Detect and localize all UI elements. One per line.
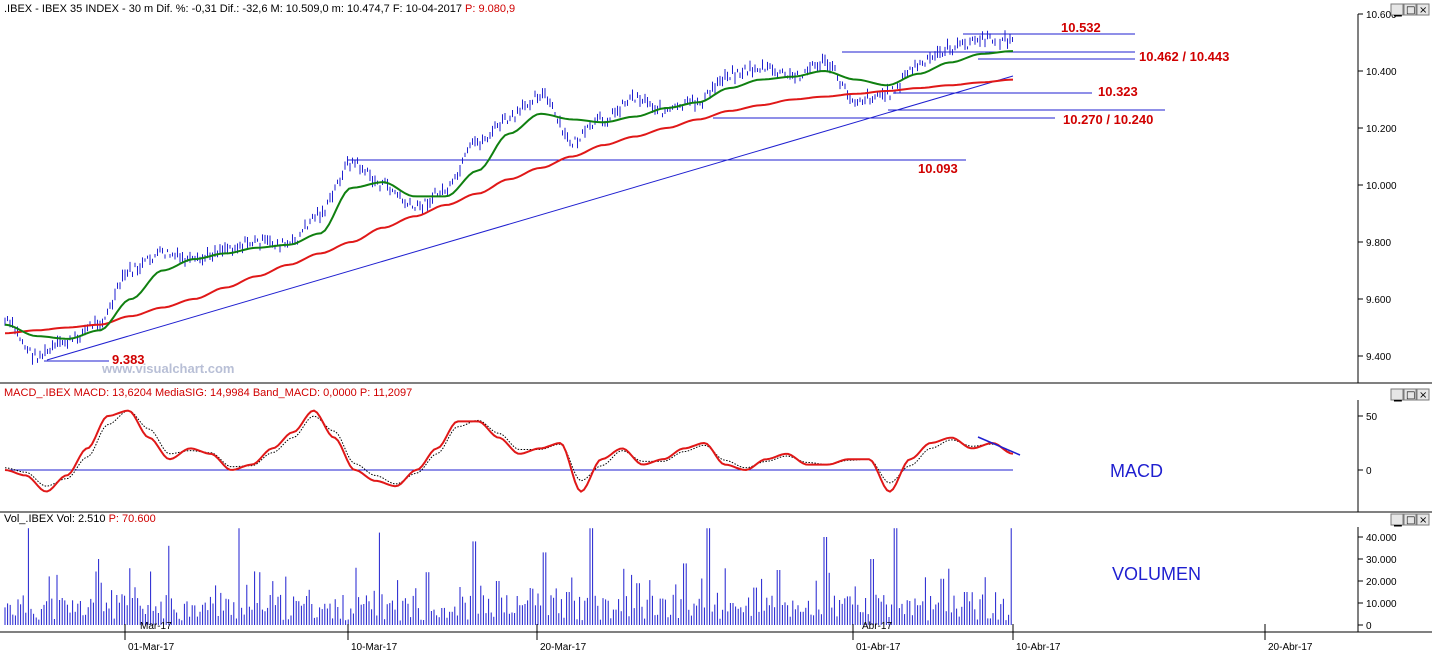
volume-y-tick-label: 20.000 (1366, 577, 1397, 588)
x-tick-label: 10-Mar-17 (351, 642, 398, 652)
maximize-button[interactable]: □ (1403, 388, 1417, 401)
macd-plot (4, 409, 1021, 493)
price-y-tick-label: 10.200 (1366, 124, 1397, 135)
macd-y-axis: 50 0 (1358, 412, 1378, 477)
x-overlay-label: Abr-17 (862, 621, 892, 632)
watermark: www.visualchart.com (101, 361, 234, 376)
price-y-axis: 10.600 10.400 10.200 10.000 9.800 9.600 9.400 (1358, 10, 1397, 363)
close-button[interactable]: × (1416, 3, 1430, 16)
volume-y-tick-label: 0 (1366, 621, 1372, 632)
macd-divergence-line (977, 436, 1021, 456)
price-y-tick-label: 9.600 (1366, 295, 1391, 306)
svg-text:▁: ▁ (1393, 516, 1402, 527)
price-header: .IBEX - IBEX 35 INDEX - 30 m Dif. %: -0,… (4, 3, 515, 15)
minimize-button[interactable]: ▁ (1390, 388, 1404, 402)
support-resistance-lines (44, 33, 1165, 362)
volume-y-axis: 40.000 30.000 20.000 10.000 0 (1358, 533, 1397, 632)
maximize-button[interactable]: □ (1403, 513, 1417, 526)
volume-label: VOLUMEN (1112, 564, 1201, 584)
volume-plot (4, 528, 1012, 625)
macd-signal-line (4, 410, 1014, 487)
level-label-9383: 9.383 (112, 352, 145, 367)
svg-text:▁: ▁ (1393, 391, 1402, 402)
trend-line (46, 75, 1014, 361)
macd-y-tick-label: 0 (1366, 466, 1372, 477)
x-tick-label: 20-Mar-17 (540, 642, 587, 652)
macd-panel-buttons: ▁ □ × (1390, 388, 1430, 402)
macd-header: MACD_.IBEX MACD: 13,6204 MediaSIG: 14,99… (4, 387, 412, 399)
volume-header: Vol_.IBEX Vol: 2.510 P: 70.600 (4, 513, 156, 525)
volume-y-tick-label: 30.000 (1366, 555, 1397, 566)
moving-average-fast (4, 50, 1014, 340)
x-tick-label: 01-Mar-17 (128, 642, 175, 652)
svg-text:□: □ (1406, 390, 1415, 401)
x-tick-label: 20-Abr-17 (1268, 642, 1313, 652)
macd-panel: 50 0 (0, 400, 1432, 513)
price-y-tick-label: 9.800 (1366, 238, 1391, 249)
macd-y-tick-label: 50 (1366, 412, 1378, 423)
minimize-button[interactable]: ▁ (1390, 513, 1404, 527)
svg-text:×: × (1419, 5, 1427, 16)
price-y-tick-label: 10.600 (1366, 10, 1397, 21)
level-label-10270-10240: 10.270 / 10.240 (1063, 112, 1153, 127)
svg-text:□: □ (1406, 515, 1415, 526)
volume-panel: 40.000 30.000 20.000 10.000 0 (0, 527, 1432, 633)
svg-text:×: × (1419, 390, 1427, 401)
minimize-button[interactable]: ▁ (1390, 3, 1404, 17)
volume-panel-buttons: ▁ □ × (1390, 513, 1430, 527)
level-label-10093: 10.093 (918, 161, 958, 176)
x-overlay-label: Mar-17 (140, 621, 172, 632)
maximize-button[interactable]: □ (1403, 3, 1417, 16)
price-y-tick-label: 10.400 (1366, 67, 1397, 78)
price-panel-buttons: ▁ □ × (1390, 3, 1430, 17)
price-y-tick-label: 10.000 (1366, 181, 1397, 192)
macd-label: MACD (1110, 461, 1163, 481)
x-axis: 01-Mar-17 10-Mar-17 20-Mar-17 01-Abr-17 10-A… (124, 621, 1313, 652)
volume-y-tick-label: 10.000 (1366, 599, 1397, 610)
price-plot (4, 30, 1014, 365)
close-button[interactable]: × (1416, 513, 1430, 526)
volume-y-tick-label: 40.000 (1366, 533, 1397, 544)
x-tick-label: 10-Abr-17 (1016, 642, 1061, 652)
price-y-tick-label: 9.400 (1366, 352, 1391, 363)
svg-text:▁: ▁ (1393, 6, 1402, 17)
close-button[interactable]: × (1416, 388, 1430, 401)
svg-text:□: □ (1406, 5, 1415, 16)
level-label-10532: 10.532 (1061, 20, 1101, 35)
moving-average-slow (4, 78, 1014, 335)
x-tick-label: 01-Abr-17 (856, 642, 901, 652)
macd-line (4, 409, 1014, 493)
level-label-10323: 10.323 (1098, 84, 1138, 99)
svg-text:×: × (1419, 515, 1427, 526)
level-label-10462-10443: 10.462 / 10.443 (1139, 49, 1229, 64)
price-panel: 10.600 10.400 10.200 10.000 9.800 9.600 9.400 (0, 10, 1432, 384)
